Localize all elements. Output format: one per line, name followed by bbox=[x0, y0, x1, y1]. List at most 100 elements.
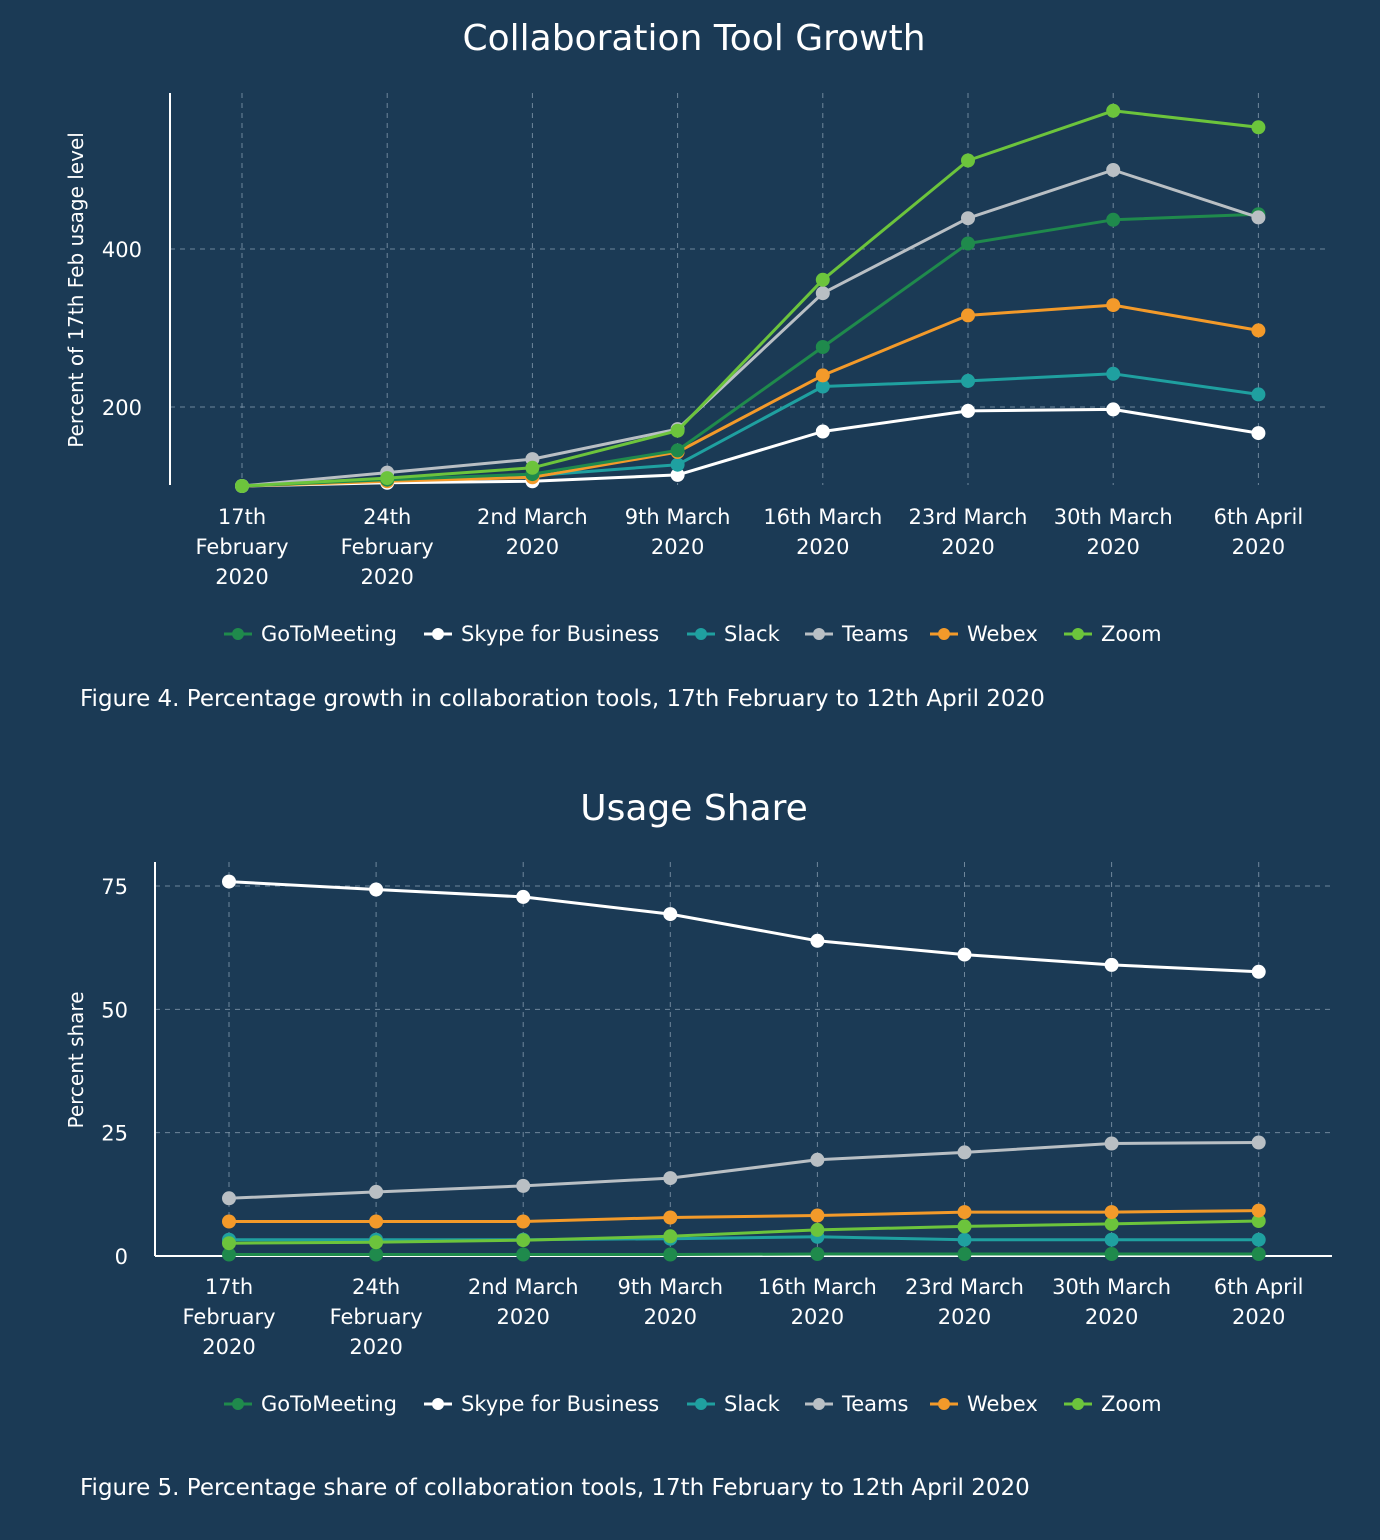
data-point bbox=[1251, 387, 1266, 402]
growth-chart: Collaboration Tool Growth Percent of 17t… bbox=[64, 18, 1330, 712]
data-point bbox=[663, 907, 678, 922]
data-point bbox=[516, 1214, 531, 1229]
data-point bbox=[961, 211, 975, 226]
series-line bbox=[228, 880, 1259, 974]
legend-swatch-marker bbox=[1072, 1398, 1084, 1410]
series-line bbox=[241, 303, 1259, 488]
legend-item-skype-for-business: Skype for Business bbox=[424, 622, 659, 646]
data-point bbox=[961, 153, 975, 168]
series-webex bbox=[235, 298, 1266, 493]
x-tick-label: 30th March 2020 bbox=[1054, 505, 1173, 559]
x-tick-label: 23rd March 2020 bbox=[905, 1275, 1024, 1329]
x-tick-label: 24th February 2020 bbox=[341, 505, 434, 589]
data-point bbox=[663, 1229, 678, 1244]
chart-title: Usage Share bbox=[580, 788, 808, 829]
legend-item-zoom: Zoom bbox=[1064, 1392, 1162, 1416]
x-tick-label: 9th March 2020 bbox=[625, 505, 731, 559]
y-tick-label: 200 bbox=[102, 396, 142, 420]
x-tick-label: 24th February 2020 bbox=[330, 1275, 423, 1359]
data-point bbox=[670, 443, 685, 458]
data-point bbox=[957, 1205, 972, 1220]
legend-swatch-marker bbox=[813, 628, 825, 640]
gridlines bbox=[155, 862, 1332, 1256]
data-point bbox=[1104, 1232, 1119, 1247]
data-point bbox=[1251, 210, 1266, 225]
y-tick-label: 50 bbox=[101, 998, 128, 1022]
y-tick-label: 0 bbox=[115, 1245, 128, 1269]
series-line bbox=[228, 1141, 1259, 1200]
legend-item-gotomeeting: GoToMeeting bbox=[224, 622, 397, 646]
legend-label: GoToMeeting bbox=[261, 622, 397, 646]
data-point bbox=[670, 467, 685, 482]
series-line bbox=[241, 109, 1259, 488]
data-point bbox=[369, 882, 384, 897]
series-line bbox=[229, 1252, 1259, 1256]
x-tick-labels: 17th February 2020 24th February 2020 2nd Marc… bbox=[182, 1275, 1303, 1359]
data-point bbox=[957, 1232, 972, 1247]
legend-label: Webex bbox=[967, 622, 1038, 646]
x-tick-label: 17th February 2020 bbox=[195, 505, 288, 589]
legend-label: Skype for Business bbox=[461, 1392, 659, 1416]
series-gotomeeting bbox=[235, 207, 1266, 493]
data-point bbox=[222, 1191, 236, 1206]
series-teams bbox=[222, 1135, 1266, 1206]
legend-item-teams: Teams bbox=[805, 622, 908, 646]
data-point bbox=[815, 368, 830, 383]
data-point bbox=[663, 1210, 678, 1225]
data-point bbox=[815, 272, 830, 287]
series-zoom bbox=[235, 103, 1266, 493]
data-point bbox=[1106, 163, 1121, 177]
data-point bbox=[1104, 1216, 1119, 1231]
data-point bbox=[222, 1247, 236, 1262]
legend-label: Teams bbox=[841, 1392, 908, 1416]
data-point bbox=[380, 471, 395, 486]
gridlines bbox=[170, 93, 1330, 485]
legend-label: Slack bbox=[724, 622, 781, 646]
legend-item-webex: Webex bbox=[930, 622, 1038, 646]
legend-label: Zoom bbox=[1101, 622, 1162, 646]
y-axis-label: Percent share bbox=[64, 991, 88, 1128]
legend-swatch-marker bbox=[938, 1398, 950, 1410]
x-tick-label: 2nd March 2020 bbox=[477, 505, 588, 559]
y-axis-label: Percent of 17th Feb usage level bbox=[64, 132, 88, 448]
data-point bbox=[670, 423, 685, 438]
data-point bbox=[957, 1247, 972, 1261]
legend: GoToMeeting Skype for Business Slack Teams W… bbox=[224, 1392, 1162, 1416]
chart-title: Collaboration Tool Growth bbox=[462, 18, 925, 59]
series-line bbox=[229, 1209, 1259, 1223]
data-point bbox=[1106, 103, 1121, 118]
x-tick-label: 23rd March 2020 bbox=[908, 505, 1027, 559]
legend-label: Slack bbox=[724, 1392, 781, 1416]
legend-swatch-marker bbox=[1072, 628, 1084, 640]
data-point bbox=[1104, 1205, 1119, 1220]
data-point bbox=[1251, 120, 1266, 135]
data-point bbox=[525, 460, 540, 475]
x-tick-label: 17th February 2020 bbox=[182, 1275, 275, 1359]
data-point bbox=[235, 479, 249, 493]
data-point bbox=[516, 1233, 531, 1248]
series-line bbox=[229, 1235, 1259, 1242]
data-point bbox=[810, 1152, 825, 1167]
data-point bbox=[222, 1236, 236, 1251]
legend-label: Zoom bbox=[1101, 1392, 1162, 1416]
series-lines bbox=[222, 874, 1266, 1262]
data-point bbox=[1251, 1232, 1266, 1247]
data-point bbox=[1104, 957, 1119, 972]
data-point bbox=[961, 373, 975, 388]
series-lines bbox=[235, 103, 1266, 493]
data-point bbox=[369, 1184, 384, 1199]
series-zoom bbox=[222, 1214, 1266, 1251]
data-point bbox=[1251, 1203, 1266, 1218]
legend-label: Skype for Business bbox=[461, 622, 659, 646]
y-tick-label: 400 bbox=[102, 238, 142, 262]
data-point bbox=[1106, 212, 1121, 227]
data-point bbox=[961, 236, 975, 251]
legend-item-zoom: Zoom bbox=[1064, 622, 1162, 646]
series-skype-for-business bbox=[222, 874, 1266, 979]
data-point bbox=[222, 874, 236, 889]
legend-swatch-marker bbox=[232, 628, 244, 640]
usage-share-chart: Usage Share Percent share 0 25 50 75 17th Fe… bbox=[64, 788, 1332, 1501]
legend-item-slack: Slack bbox=[687, 1392, 781, 1416]
data-point bbox=[516, 889, 531, 904]
legend: GoToMeeting Skype for Business Slack Teams W… bbox=[224, 622, 1162, 646]
